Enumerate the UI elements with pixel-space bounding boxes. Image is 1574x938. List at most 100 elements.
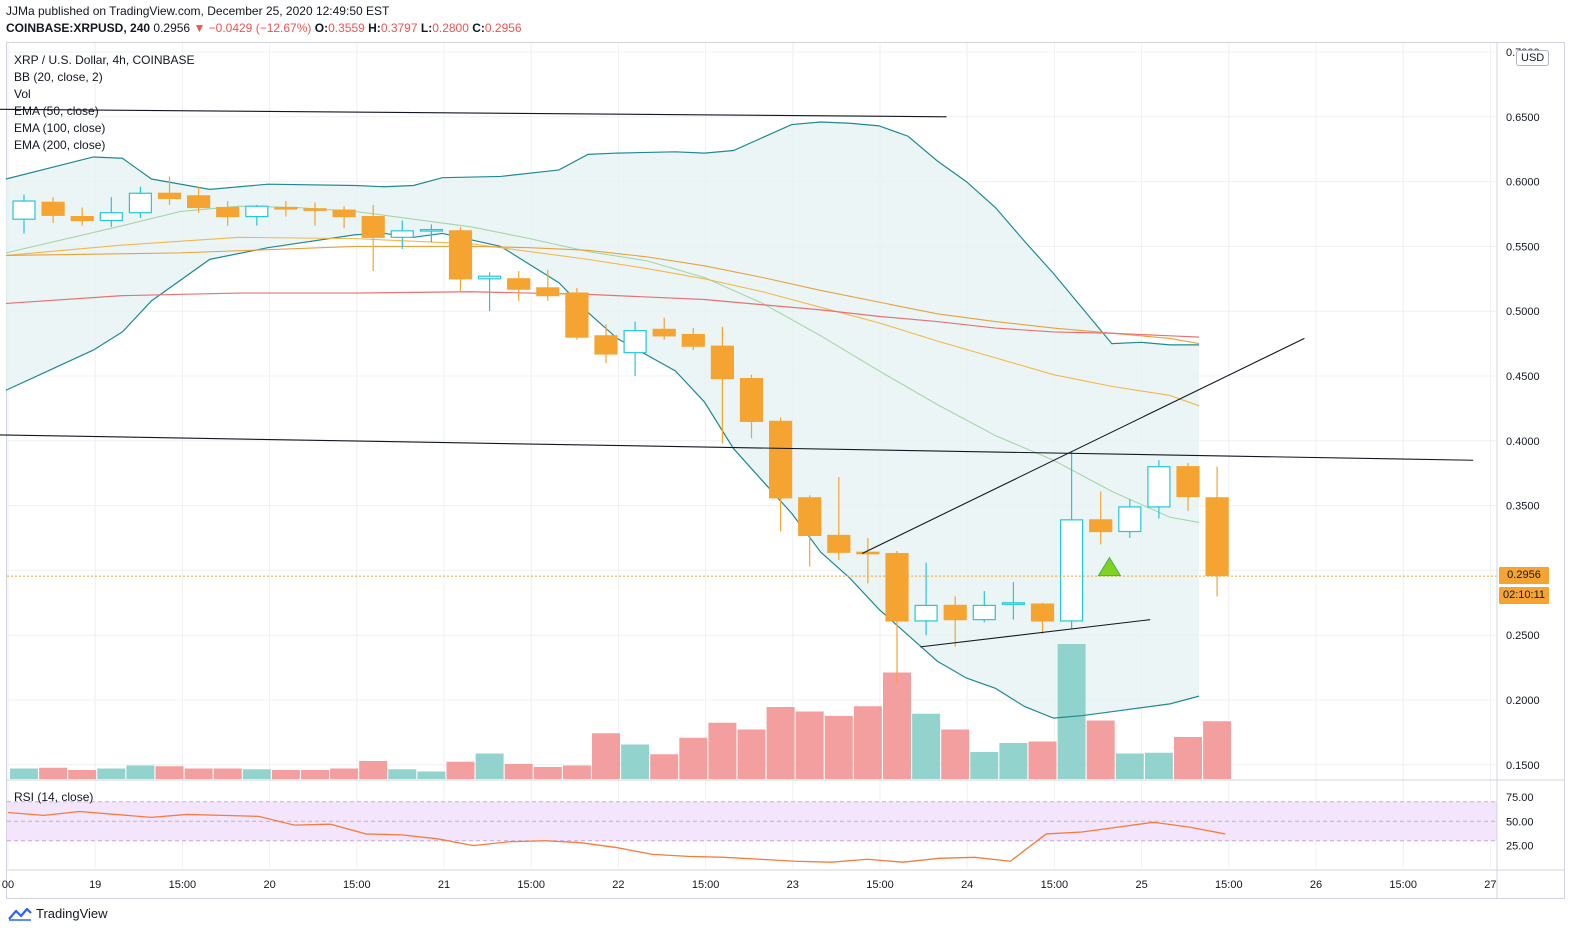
candle-body <box>216 206 240 218</box>
publish-line: JJMa published on TradingView.com, Decem… <box>6 4 390 18</box>
bar-countdown-tag: 02:10:11 <box>1499 587 1549 604</box>
time-tick-label: 23 <box>787 879 799 891</box>
volume-bar <box>475 753 504 779</box>
time-tick-label: 24 <box>961 879 973 891</box>
volume-bars <box>10 644 1232 779</box>
volume-bar <box>97 768 126 779</box>
candle-body <box>1176 466 1200 498</box>
time-tick-label: 15:00 <box>866 879 894 891</box>
candle-body <box>798 497 822 537</box>
volume-bar <box>970 752 999 779</box>
trend-line <box>861 337 1305 555</box>
price-tick-label: 0.6000 <box>1506 177 1540 189</box>
volume-bar <box>1028 741 1057 779</box>
volume-bar <box>39 767 68 779</box>
volume-bar <box>621 744 650 779</box>
candle-body <box>1118 506 1142 533</box>
volume-bar <box>126 765 155 779</box>
close-value: 0.2956 <box>484 21 522 35</box>
volume-bar <box>388 769 417 779</box>
candle-body <box>739 377 764 422</box>
trend-line <box>0 108 947 118</box>
time-tick-label: 15:00 <box>343 879 371 891</box>
rsi-tick-label: 25.00 <box>1506 841 1534 853</box>
candle-body <box>274 206 298 210</box>
tradingview-logo-icon <box>8 907 32 921</box>
volume-bar <box>853 706 882 779</box>
price-tick-label: 0.5000 <box>1506 306 1540 318</box>
symbol: COINBASE:XRPUSD, 240 <box>6 21 151 35</box>
candle-body <box>245 205 269 218</box>
chart-frame <box>6 42 1565 899</box>
candle-body <box>12 200 36 220</box>
candle-body <box>507 278 531 290</box>
candle-body <box>99 212 123 222</box>
volume-bar <box>1203 721 1232 779</box>
currency-button[interactable]: USD <box>1516 50 1550 66</box>
candle-body <box>361 215 385 238</box>
volume-bar <box>1086 720 1115 779</box>
legend-ema50[interactable]: EMA (50, close) <box>14 104 99 118</box>
time-tick-label: 27 <box>1484 879 1496 891</box>
time-tick-label: 15:00 <box>1215 879 1243 891</box>
time-tick-label: 15:00 <box>517 879 545 891</box>
price-tick-label: 0.2500 <box>1506 630 1540 642</box>
legend-vol[interactable]: Vol <box>14 87 31 101</box>
price-change: ▼ −0.0429 (−12.67%) <box>193 21 312 35</box>
candle-body <box>419 228 443 232</box>
candle-body <box>478 275 502 280</box>
candle-body <box>565 292 589 338</box>
legend-ema100[interactable]: EMA (100, close) <box>14 121 106 135</box>
rsi-pane <box>7 801 1497 863</box>
volume-bar <box>417 771 446 779</box>
trend-line <box>0 434 1474 461</box>
time-tick-label: 26 <box>1310 879 1322 891</box>
candle-body <box>390 230 414 238</box>
candle-body <box>332 209 356 218</box>
volume-bar <box>650 754 679 779</box>
volume-bar <box>766 707 795 779</box>
low-value: 0.2800 <box>432 21 469 35</box>
candle-body <box>1001 602 1026 605</box>
candle-body <box>681 333 705 347</box>
candle-body <box>856 551 880 555</box>
legend-ema200[interactable]: EMA (200, close) <box>14 138 106 152</box>
tradingview-brand[interactable]: TradingView <box>8 906 108 921</box>
price-tick-label: 0.1500 <box>1506 760 1540 772</box>
volume-bar <box>446 761 475 779</box>
close-label: C: <box>472 21 485 35</box>
volume-bar <box>941 729 970 779</box>
volume-bar <box>1144 752 1173 779</box>
volume-bar <box>562 765 591 779</box>
candle-body <box>710 345 735 380</box>
candle-body <box>914 604 938 622</box>
candle-body <box>187 195 211 209</box>
rsi-tick-label: 75.00 <box>1506 792 1534 804</box>
candle-body <box>448 230 473 280</box>
volume-bar <box>213 768 242 779</box>
volume-bar <box>883 672 911 779</box>
candle-body <box>157 192 182 200</box>
price-tick-label: 0.4500 <box>1506 371 1540 383</box>
high-value: 0.3797 <box>380 21 418 35</box>
legend-bb[interactable]: BB (20, close, 2) <box>14 70 103 84</box>
time-tick-label: 20 <box>263 879 275 891</box>
time-tick-label: 00 <box>2 879 14 891</box>
time-tick-label: 19 <box>89 879 101 891</box>
low-label: L: <box>420 21 433 35</box>
volume-bar <box>795 711 824 779</box>
time-tick-label: 15:00 <box>1041 879 1069 891</box>
candle-body <box>1147 466 1171 508</box>
price-tick-label: 0.6500 <box>1506 112 1540 124</box>
legend-rsi[interactable]: RSI (14, close) <box>14 790 94 804</box>
rsi-line <box>7 810 1226 863</box>
candle-body <box>536 287 560 297</box>
volume-bar <box>679 737 708 779</box>
volume-bar <box>737 729 766 779</box>
volume-bar <box>330 768 359 779</box>
ohlc-line: COINBASE:XRPUSD, 240 0.2956 ▼ −0.0429 (−… <box>6 21 522 35</box>
ema200-line <box>5 291 1200 338</box>
volume-bar <box>68 770 97 779</box>
time-tick-label: 15:00 <box>169 879 197 891</box>
